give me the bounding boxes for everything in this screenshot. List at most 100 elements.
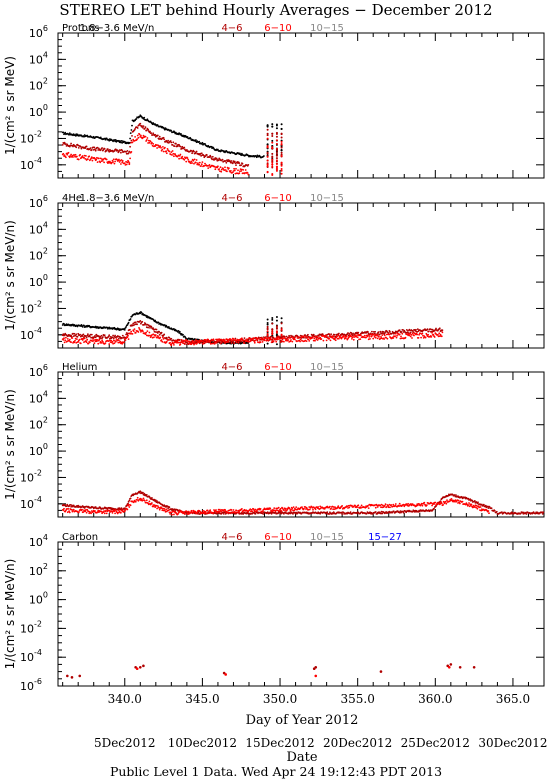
data-point xyxy=(149,140,152,143)
data-point xyxy=(262,513,265,515)
data-point xyxy=(299,338,302,341)
data-point xyxy=(267,339,270,342)
data-point xyxy=(224,340,227,343)
data-point xyxy=(230,509,233,511)
data-point xyxy=(101,147,103,149)
data-point xyxy=(233,167,236,170)
data-point xyxy=(331,337,334,339)
data-point xyxy=(131,324,134,327)
data-point xyxy=(260,337,263,340)
data-point xyxy=(162,338,165,340)
data-point xyxy=(128,150,131,153)
data-point xyxy=(416,331,419,333)
data-point xyxy=(266,151,269,154)
data-point xyxy=(384,503,387,506)
data-point xyxy=(171,144,174,146)
data-point xyxy=(92,146,94,149)
data-point xyxy=(209,509,212,512)
data-point xyxy=(143,127,146,130)
data-point xyxy=(83,156,85,159)
data-point xyxy=(191,342,194,345)
data-point xyxy=(152,327,155,330)
data-point xyxy=(352,332,354,335)
data-point xyxy=(244,172,247,174)
data-point xyxy=(171,513,173,516)
data-point xyxy=(275,319,278,322)
data-point xyxy=(101,160,104,162)
data-point xyxy=(76,155,78,158)
data-point xyxy=(265,339,268,342)
data-point xyxy=(125,150,127,153)
data-point xyxy=(77,147,80,149)
data-point xyxy=(142,134,145,137)
data-point xyxy=(467,504,470,506)
data-point xyxy=(145,139,148,141)
data-point xyxy=(338,332,340,335)
data-point xyxy=(99,136,102,139)
series-black xyxy=(61,114,283,160)
data-point xyxy=(181,145,184,148)
data-point xyxy=(220,168,223,171)
data-point xyxy=(220,338,223,341)
data-point xyxy=(317,506,320,508)
data-point xyxy=(319,336,322,339)
data-point xyxy=(275,333,278,336)
data-point xyxy=(169,140,172,142)
data-point xyxy=(217,148,219,151)
channel-label: 10−15 xyxy=(310,532,344,543)
data-point xyxy=(123,341,125,344)
data-point xyxy=(173,145,176,148)
panel-4he: 10-4 10-2 100 102 104 106 1/(cm² s sr MeV/n) 4H… xyxy=(3,193,545,349)
data-point xyxy=(120,163,122,165)
data-point xyxy=(181,155,184,158)
data-point xyxy=(271,135,274,138)
data-point xyxy=(168,336,171,339)
data-point xyxy=(137,136,140,139)
data-point xyxy=(200,165,203,167)
data-point xyxy=(271,340,274,343)
data-point xyxy=(131,135,133,137)
data-point xyxy=(121,149,124,152)
data-point xyxy=(180,133,183,135)
data-point xyxy=(396,334,398,337)
data-point xyxy=(148,331,151,334)
data-point xyxy=(329,339,332,342)
data-point xyxy=(84,147,87,150)
data-point xyxy=(400,331,403,333)
data-point xyxy=(107,340,110,342)
data-point xyxy=(90,336,92,339)
data-point xyxy=(78,674,82,678)
data-point xyxy=(421,504,424,507)
data-point xyxy=(208,512,210,514)
y-tick-label: 100 xyxy=(29,591,48,607)
data-point xyxy=(416,328,419,330)
data-point xyxy=(374,506,377,509)
data-point xyxy=(363,336,365,339)
data-point xyxy=(145,331,148,334)
data-point xyxy=(201,161,204,164)
data-point xyxy=(357,504,360,507)
data-point xyxy=(142,330,144,333)
data-point xyxy=(65,156,67,159)
data-point xyxy=(172,141,175,144)
date-tick-label: 10Dec2012 xyxy=(168,736,237,750)
data-point xyxy=(70,341,72,344)
data-point xyxy=(135,667,139,671)
data-point xyxy=(445,502,448,505)
data-point xyxy=(77,158,80,161)
data-point xyxy=(175,142,177,145)
data-point xyxy=(87,342,90,345)
data-point xyxy=(112,334,114,337)
data-point xyxy=(152,143,155,145)
y-tick-label: 104 xyxy=(29,220,48,236)
data-point xyxy=(287,339,290,341)
data-point xyxy=(190,509,193,512)
data-point xyxy=(254,339,257,342)
data-point xyxy=(63,154,66,157)
data-point xyxy=(75,333,78,336)
chart-title: STEREO LET behind Hourly Averages − Dece… xyxy=(59,1,492,19)
data-point xyxy=(280,327,283,330)
data-point xyxy=(159,336,162,339)
data-point xyxy=(138,665,142,669)
data-point xyxy=(266,327,269,330)
